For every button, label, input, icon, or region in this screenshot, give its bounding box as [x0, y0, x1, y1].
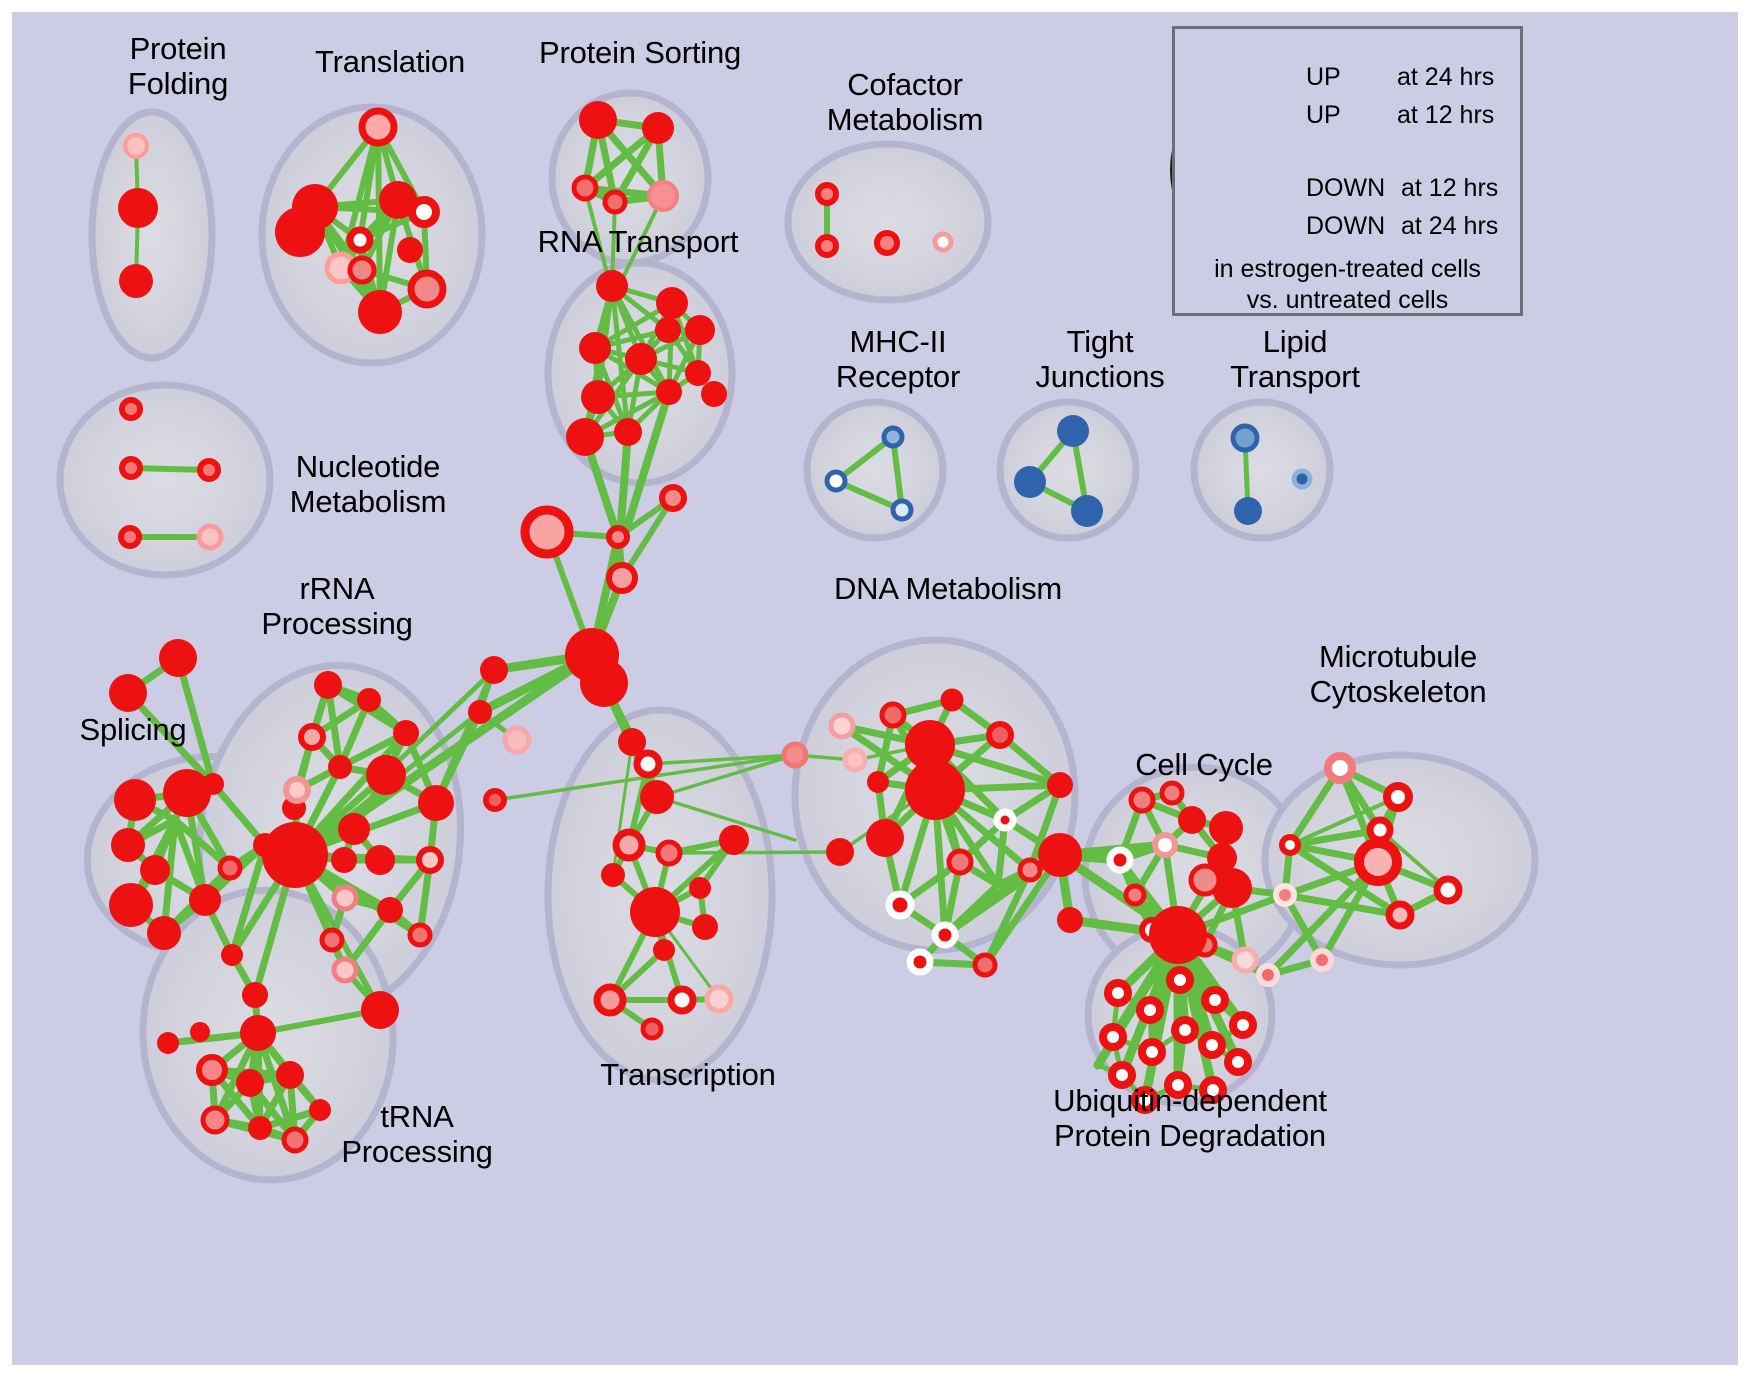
- halo-protein-folding: [88, 108, 216, 362]
- legend-time-2: at 12 hrs: [1401, 174, 1499, 202]
- cluster-label-protein-sorting: Protein Sorting: [538, 35, 742, 70]
- legend-state-0: UP: [1306, 63, 1341, 91]
- cluster-label-dna-metabolism: DNA Metabolism: [833, 571, 1063, 606]
- halo-tight-junctions: [996, 398, 1140, 542]
- legend-caption-line2: vs. untreated cells: [1246, 286, 1449, 314]
- cluster-label-cell-cycle: Cell Cycle: [1135, 747, 1273, 782]
- cluster-label-transcription: Transcription: [600, 1057, 776, 1092]
- legend-time-3: at 24 hrs: [1401, 212, 1499, 240]
- cluster-label-lipid-transport: Lipid Transport: [1230, 324, 1360, 394]
- cluster-label-trna-processing: tRNA Processing: [341, 1099, 493, 1169]
- cluster-label-mhc-ii-receptor: MHC-II Receptor: [835, 324, 961, 394]
- cluster-label-microtubule-cytoskeleton: Microtubule Cytoskeleton: [1309, 639, 1487, 709]
- cluster-label-protein-folding: Protein Folding: [127, 31, 229, 101]
- cluster-label-rna-transport: RNA Transport: [537, 224, 739, 259]
- legend-box: UP at 24 hrs UP at 12 hrs DOWN at 12 hrs…: [1172, 26, 1523, 316]
- halo-nucleotide: [56, 381, 274, 579]
- halo-mhc: [803, 398, 947, 542]
- node: [118, 133, 158, 298]
- cluster-label-tight-junctions: Tight Junctions: [1035, 324, 1165, 394]
- network-nodes: [109, 101, 1463, 1154]
- halo-lipid-transport: [1190, 398, 1334, 542]
- legend-state-3: DOWN: [1306, 212, 1386, 240]
- legend-time-1: at 12 hrs: [1397, 101, 1495, 129]
- legend-state-1: UP: [1306, 101, 1341, 129]
- halo-cofactor: [784, 140, 992, 304]
- cluster-label-nucleotide-metabolism: Nucleotide Metabolism: [289, 449, 447, 519]
- cluster-label-splicing: Splicing: [79, 712, 187, 747]
- legend-rows: UP at 24 hrs UP at 12 hrs DOWN at 12 hrs…: [1175, 29, 1520, 314]
- cluster-label-rrna-processing: rRNA Processing: [261, 571, 413, 641]
- cluster-label-ubiquitin-degradation: Ubiquitin-dependent Protein Degradation: [1053, 1083, 1327, 1153]
- legend-time-0: at 24 hrs: [1397, 63, 1495, 91]
- cluster-label-translation: Translation: [315, 44, 465, 79]
- legend-state-2: DOWN: [1306, 174, 1386, 202]
- cluster-label-cofactor-metabolism: Cofactor Metabolism: [826, 67, 984, 137]
- legend-caption-line1: in estrogen-treated cells: [1214, 255, 1481, 283]
